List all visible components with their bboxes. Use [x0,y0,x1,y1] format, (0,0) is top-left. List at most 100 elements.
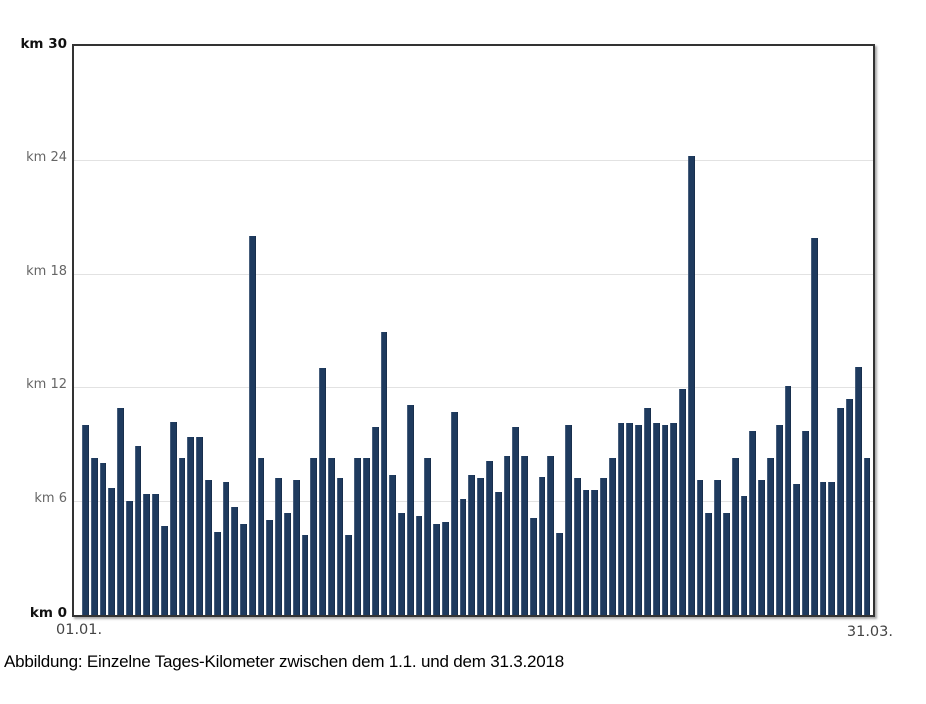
daily-km-bar [117,408,124,615]
daily-km-bar [196,436,203,615]
daily-km-bar [766,457,774,615]
daily-km-bar [617,423,625,615]
daily-km-bar [108,487,116,615]
daily-km-bar [319,368,326,615]
daily-km-bar [178,457,186,615]
daily-km-bar [714,480,722,615]
daily-km-bar [398,512,405,615]
daily-km-bar [266,520,274,615]
daily-km-bar [424,457,432,615]
daily-km-bar [152,493,160,615]
daily-km-bar [819,482,827,615]
daily-km-bar [802,431,809,615]
y-axis-tick-label: km 30 [20,36,67,52]
daily-km-bar [494,491,502,615]
y-axis-tick-label: km 12 [26,377,67,393]
daily-km-bar [82,425,89,615]
daily-km-bar [644,408,651,615]
daily-km-bar [257,457,265,615]
daily-km-bar [125,501,133,615]
daily-km-bar [556,533,563,615]
daily-km-bar [187,436,195,615]
daily-km-bar [670,423,678,615]
daily-km-bar [406,404,414,615]
daily-km-bar [477,478,484,615]
daily-km-bar [327,457,335,615]
daily-km-bar [503,455,511,615]
x-axis-end-label: 31.03. [846,624,893,640]
daily-km-bar [784,385,792,615]
daily-km-bar [240,524,247,615]
daily-km-bar [169,421,177,615]
daily-km-bar [626,423,634,615]
bars-container [82,46,871,615]
daily-km-bar [512,427,520,615]
daily-km-bar [345,535,353,615]
daily-km-bar [591,489,599,615]
daily-km-bar [99,463,107,615]
daily-km-bar [538,476,546,615]
daily-km-bar [837,408,844,615]
daily-km-bar [749,431,757,615]
daily-km-bar [521,455,528,615]
daily-km-bar [652,423,660,615]
x-axis-start-label: 01.01. [56,622,103,638]
daily-km-bar [380,332,388,615]
daily-km-bar [635,425,642,615]
daily-km-bar [810,237,818,615]
daily-km-bar [828,482,836,615]
daily-km-bar [582,489,590,615]
daily-km-bar [363,457,370,615]
daily-km-bar [529,518,537,615]
daily-km-bar [310,457,318,615]
daily-km-bar [450,412,458,615]
daily-km-bar [723,512,730,615]
daily-km-bar [459,499,467,615]
daily-km-bar [573,478,581,615]
daily-km-bar [608,457,616,615]
daily-km-bar [863,457,871,615]
daily-km-bar [485,461,493,615]
daily-km-bar [275,478,282,615]
daily-km-bar [354,457,361,615]
y-axis-tick-label: km 24 [26,149,67,165]
daily-km-bar [292,480,300,615]
daily-km-bar [143,493,151,615]
daily-km-bar [222,482,230,615]
y-axis-tick-label: km 18 [26,263,67,279]
daily-km-bar [204,480,212,615]
daily-km-bar [248,235,256,615]
daily-km-bar [371,427,379,615]
gridline [74,387,873,389]
daily-km-bar [90,457,98,615]
daily-km-bar [845,398,853,615]
gridline [74,159,873,161]
daily-km-bar [679,389,686,615]
daily-km-bar [793,484,801,615]
daily-km-bar [854,366,862,615]
daily-km-bar [161,525,168,615]
daily-km-bar [600,478,607,615]
daily-km-bar [775,425,783,615]
daily-km-bar [547,455,555,615]
daily-km-bar [213,531,221,615]
daily-km-bar [696,480,704,615]
daily-km-bar [661,425,669,615]
daily-km-bar [687,156,695,615]
daily-km-bar [468,474,476,615]
daily-km-bar [740,495,748,615]
daily-km-bar [336,478,344,615]
daily-km-bar [705,512,713,615]
y-axis-tick-label: km 6 [34,491,67,507]
daily-km-bar [731,457,739,615]
daily-km-bar [389,474,397,615]
daily-km-bar [283,512,291,615]
daily-km-bar [231,506,239,615]
daily-km-bar [301,535,309,615]
daily-km-bar [758,480,765,615]
gridline [74,273,873,275]
y-axis-tick-label: km 0 [29,605,67,621]
figure-caption: Abbildung: Einzelne Tages-Kilometer zwis… [4,652,565,671]
daily-km-bar [442,522,449,615]
